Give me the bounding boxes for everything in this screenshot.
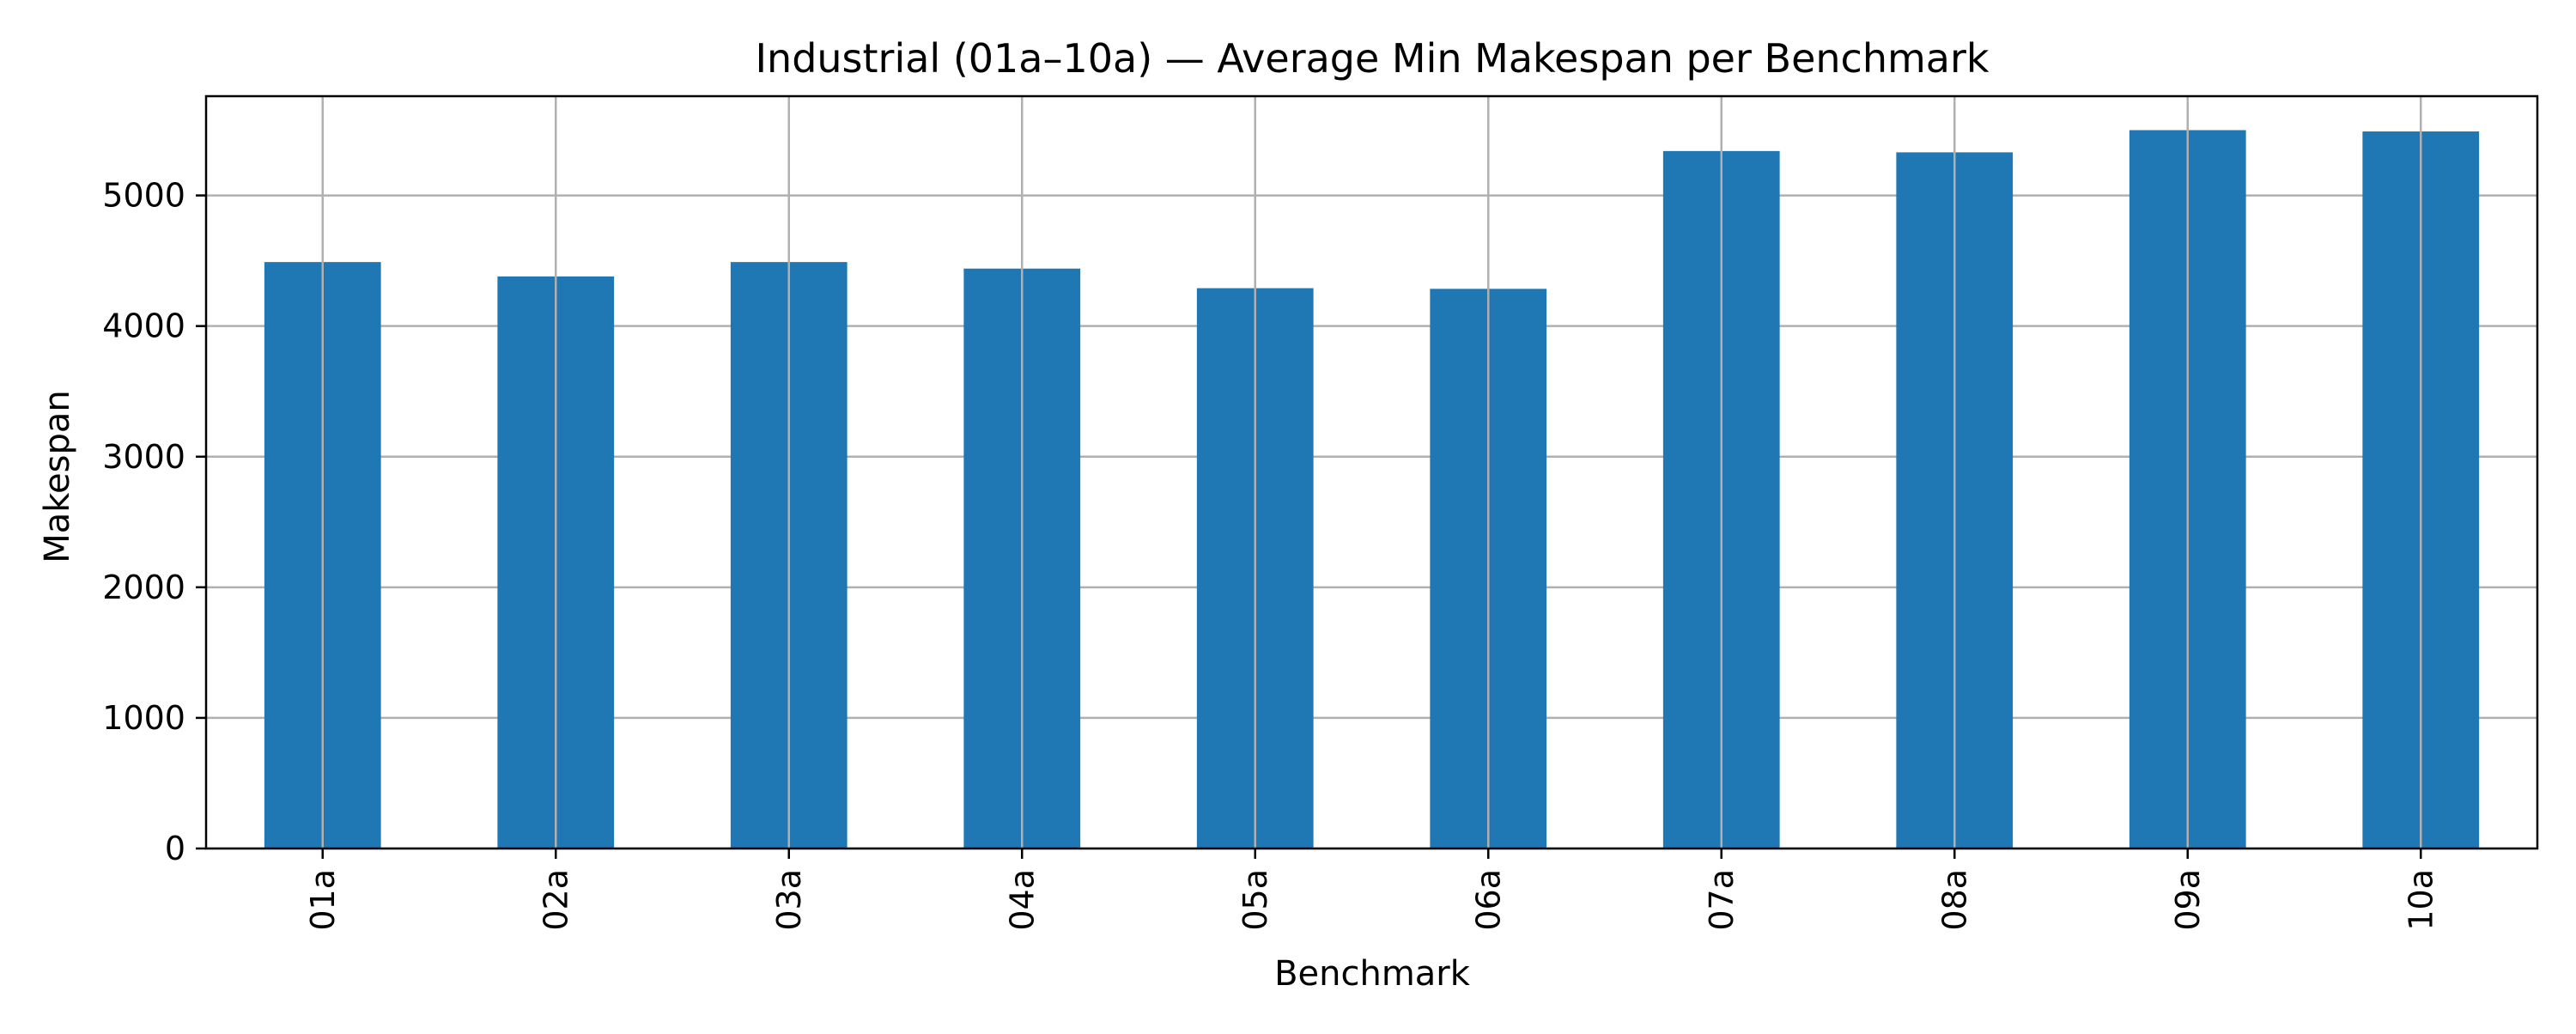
y-tick-label: 2000 xyxy=(102,569,185,606)
x-tick-label: 03a xyxy=(770,869,808,931)
y-axis-ticks: 0 1000 2000 3000 4000 5000 xyxy=(102,177,206,867)
y-tick-label: 1000 xyxy=(102,699,185,737)
plot-frame xyxy=(204,94,2539,850)
x-tick-label: 07a xyxy=(1703,869,1741,931)
y-tick-label: 0 xyxy=(165,830,185,867)
x-tick-label: 06a xyxy=(1469,869,1507,931)
x-tick-label: 10a xyxy=(2402,869,2439,931)
x-tick-label: 04a xyxy=(1003,869,1041,931)
x-tick-label: 09a xyxy=(2169,869,2207,931)
x-axis-label: Benchmark xyxy=(1274,954,1471,994)
chart-title: Industrial (01a–10a) — Average Min Makes… xyxy=(755,35,1989,82)
x-tick-label: 08a xyxy=(1935,869,1973,931)
y-axis-label: Makespan xyxy=(38,390,77,563)
vertical-grid-lines xyxy=(321,96,2422,848)
y-tick-label: 3000 xyxy=(102,438,185,476)
bars xyxy=(264,130,2480,849)
y-tick-label: 5000 xyxy=(102,177,185,215)
x-tick-label: 05a xyxy=(1236,869,1274,931)
x-axis-ticks: 01a 02a 03a 04a 05a 06a 07a 08a 09a 10a xyxy=(304,848,2439,931)
y-tick-label: 4000 xyxy=(102,307,185,345)
x-tick-label: 01a xyxy=(304,869,342,931)
x-tick-label: 02a xyxy=(537,869,574,931)
